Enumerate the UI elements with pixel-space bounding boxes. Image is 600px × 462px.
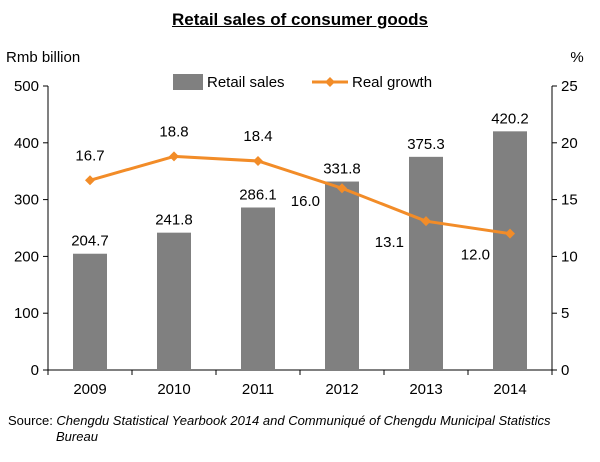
source-note: Source: Chengdu Statistical Yearbook 201…	[8, 413, 593, 445]
source-prefix: Source:	[8, 413, 57, 428]
bar-series	[73, 131, 527, 370]
line-value-label: 16.7	[75, 147, 104, 164]
line-value-label: 18.4	[243, 128, 272, 145]
y-left-tick-label: 500	[14, 78, 39, 95]
data-labels: 204.7 241.8 286.1 331.8 375.3 420.2 16.7 18.8 18…	[71, 110, 529, 263]
legend-bar-label: Retail sales	[207, 74, 285, 91]
x-tick-label: 2013	[409, 381, 442, 398]
y-left-tick-label: 400	[14, 135, 39, 152]
line-point	[85, 175, 95, 186]
y-right-tick-label: 0	[561, 362, 569, 379]
x-tick-label: 2010	[157, 381, 190, 398]
bar	[325, 181, 359, 370]
y-right-tick-label: 15	[561, 192, 578, 209]
legend: Retail sales Real growth	[173, 74, 432, 91]
y-right-tick-label: 25	[561, 78, 578, 95]
y-left-tick-label: 0	[31, 362, 39, 379]
y-left-axis-title: Rmb billion	[6, 49, 80, 66]
y-right-tick-label: 5	[561, 305, 569, 322]
bar-value-label: 241.8	[155, 212, 193, 229]
bar-value-label: 286.1	[239, 186, 277, 203]
legend-line-label: Real growth	[352, 74, 432, 91]
line-value-label: 13.1	[375, 234, 404, 251]
legend-bar-swatch	[173, 74, 203, 90]
x-tick-label: 2011	[242, 381, 274, 398]
bar-value-label: 204.7	[71, 233, 109, 250]
bar-value-label: 331.8	[323, 161, 361, 178]
y-right-axis-title: %	[570, 49, 583, 66]
line-value-label: 16.0	[291, 193, 320, 210]
line-value-label: 12.0	[461, 247, 490, 264]
line-series	[85, 151, 515, 239]
axes: 0 100 200 300 400 500 0 5 10 15 20 25 2009 2010 2011 20…	[6, 49, 584, 398]
x-tick-label: 2014	[493, 381, 526, 398]
line-point	[337, 183, 347, 194]
x-tick-label: 2012	[325, 381, 358, 398]
bar	[73, 253, 107, 370]
line-point	[421, 216, 431, 227]
bar	[409, 156, 443, 370]
source-line-1: Chengdu Statistical Yearbook 2014 and Co…	[56, 413, 551, 428]
bar	[493, 131, 527, 370]
y-left-tick-label: 100	[14, 305, 39, 322]
bar-value-label: 420.2	[491, 110, 529, 127]
chart-title: Retail sales of consumer goods	[171, 10, 428, 29]
y-left-tick-label: 300	[14, 192, 39, 209]
y-right-tick-label: 20	[561, 135, 578, 152]
bar	[157, 232, 191, 370]
y-left-tick-label: 200	[14, 248, 39, 265]
bar-value-label: 375.3	[407, 136, 445, 153]
growth-line	[89, 154, 511, 236]
legend-line-marker	[325, 77, 335, 87]
source-line-2: Bureau	[56, 429, 98, 444]
y-right-tick-label: 10	[561, 248, 578, 265]
bar	[241, 207, 275, 370]
line-point	[169, 151, 179, 162]
line-point	[253, 155, 263, 166]
line-value-label: 18.8	[159, 123, 188, 140]
x-tick-label: 2009	[73, 381, 106, 398]
line-point	[505, 228, 515, 239]
